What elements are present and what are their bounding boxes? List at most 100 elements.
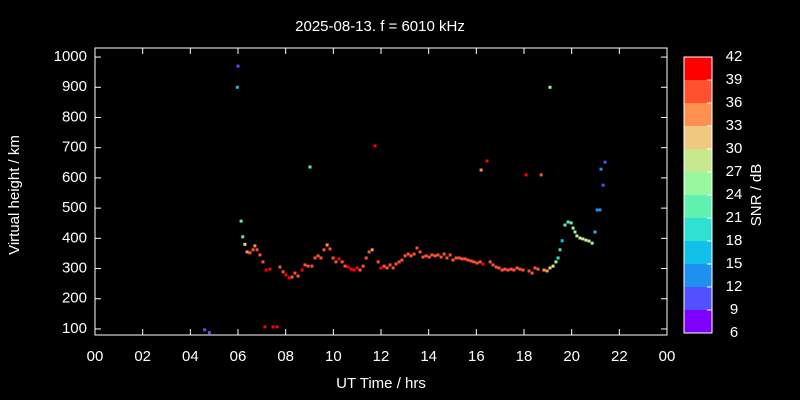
colorbar-band bbox=[684, 149, 712, 172]
data-point bbox=[530, 271, 534, 275]
data-point bbox=[268, 267, 272, 271]
colorbar-band bbox=[684, 172, 712, 195]
data-point bbox=[509, 267, 513, 271]
data-point bbox=[539, 173, 543, 177]
y-tick-label: 600 bbox=[62, 169, 87, 186]
data-point bbox=[466, 258, 470, 262]
data-point bbox=[343, 264, 347, 268]
x-tick-label: 14 bbox=[420, 348, 437, 365]
data-point bbox=[325, 243, 329, 247]
data-point bbox=[245, 250, 249, 254]
colorbar-tick-label: 21 bbox=[726, 209, 743, 226]
y-tick-label: 1000 bbox=[54, 48, 87, 65]
data-point bbox=[494, 265, 498, 269]
data-point bbox=[355, 266, 359, 270]
data-point bbox=[503, 267, 507, 271]
data-point bbox=[303, 263, 307, 267]
data-point bbox=[548, 85, 552, 89]
data-point bbox=[248, 251, 252, 255]
data-point bbox=[255, 248, 259, 252]
data-point bbox=[587, 239, 591, 243]
x-tick-label: 00 bbox=[87, 348, 104, 365]
data-point bbox=[497, 266, 501, 270]
data-point bbox=[512, 268, 516, 272]
colorbar-band bbox=[684, 310, 712, 333]
data-point bbox=[448, 253, 452, 257]
data-point bbox=[548, 266, 552, 270]
data-point bbox=[463, 257, 467, 261]
colorbar-tick-label: 6 bbox=[730, 324, 738, 341]
data-point bbox=[358, 268, 362, 272]
data-point bbox=[488, 260, 492, 264]
data-point bbox=[445, 256, 449, 260]
data-point bbox=[563, 223, 567, 227]
data-point bbox=[475, 261, 479, 265]
colorbar-band bbox=[684, 195, 712, 218]
data-point bbox=[239, 219, 243, 223]
data-point bbox=[287, 276, 291, 280]
data-point bbox=[560, 239, 564, 243]
data-point bbox=[418, 250, 422, 254]
data-point bbox=[454, 256, 458, 260]
data-point bbox=[575, 234, 579, 238]
data-point bbox=[558, 248, 562, 252]
x-tick-label: 18 bbox=[516, 348, 533, 365]
data-point bbox=[391, 266, 395, 270]
data-point bbox=[527, 269, 531, 273]
data-point bbox=[439, 255, 443, 259]
x-tick-label: 12 bbox=[373, 348, 390, 365]
data-point bbox=[430, 253, 434, 257]
colorbar-band bbox=[684, 218, 712, 241]
x-tick-label: 00 bbox=[659, 348, 676, 365]
data-point bbox=[590, 241, 594, 245]
data-point bbox=[236, 64, 240, 68]
y-tick-label: 400 bbox=[62, 229, 87, 246]
y-tick-label: 800 bbox=[62, 108, 87, 125]
data-point bbox=[278, 265, 282, 269]
colorbar-tick-label: 18 bbox=[726, 232, 743, 249]
data-point bbox=[264, 268, 268, 272]
colorbar-band bbox=[684, 57, 712, 80]
data-point bbox=[566, 220, 570, 224]
data-point bbox=[241, 235, 245, 239]
data-point bbox=[370, 248, 374, 252]
data-point bbox=[581, 237, 585, 241]
data-point bbox=[424, 254, 428, 258]
data-point bbox=[556, 256, 560, 260]
data-point bbox=[599, 167, 603, 171]
data-point bbox=[518, 267, 522, 271]
colorbar-tick-label: 33 bbox=[726, 117, 743, 134]
data-point bbox=[319, 256, 323, 260]
data-point bbox=[261, 260, 265, 264]
data-point bbox=[485, 159, 489, 163]
data-point bbox=[472, 260, 476, 264]
x-tick-label: 20 bbox=[563, 348, 580, 365]
data-point bbox=[281, 270, 285, 274]
data-point bbox=[491, 263, 495, 267]
data-point bbox=[593, 230, 597, 234]
data-point bbox=[433, 254, 437, 258]
colorbar-tick-label: 9 bbox=[730, 301, 738, 318]
x-axis-label: UT Time / hrs bbox=[336, 375, 426, 392]
x-tick-label: 10 bbox=[325, 348, 342, 365]
data-point bbox=[328, 247, 332, 251]
y-tick-label: 900 bbox=[62, 78, 87, 95]
data-point bbox=[263, 325, 267, 329]
data-point bbox=[235, 85, 239, 89]
data-point bbox=[595, 208, 599, 212]
x-tick-label: 22 bbox=[611, 348, 628, 365]
data-point bbox=[271, 325, 275, 329]
data-point bbox=[409, 254, 413, 258]
data-point bbox=[421, 255, 425, 259]
colorbar-band bbox=[684, 241, 712, 264]
data-point bbox=[376, 260, 380, 264]
x-tick-label: 02 bbox=[134, 348, 151, 365]
colorbar-band bbox=[684, 103, 712, 126]
y-tick-label: 300 bbox=[62, 260, 87, 277]
data-point bbox=[515, 266, 519, 270]
colorbar-band bbox=[684, 287, 712, 310]
data-point bbox=[506, 268, 510, 272]
data-point bbox=[601, 183, 605, 187]
data-point bbox=[310, 264, 314, 268]
